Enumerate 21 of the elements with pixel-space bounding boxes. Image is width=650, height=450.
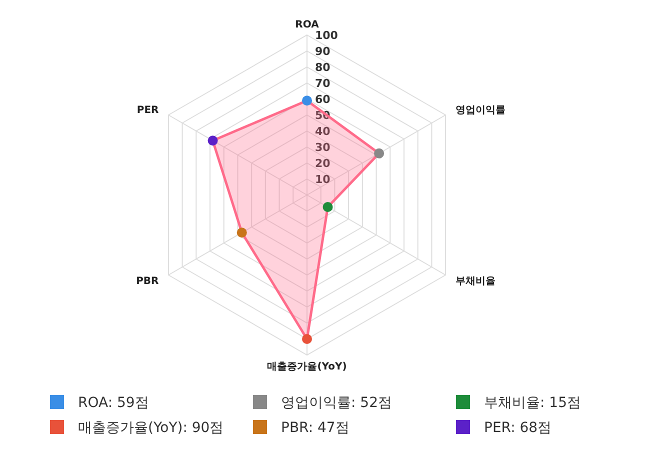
y-tick-label: 60 (315, 92, 331, 106)
y-tick-label: 10 (315, 172, 331, 186)
text: 영업이익률: 52점 (281, 394, 392, 411)
spoke-label: PER (136, 104, 160, 116)
spoke-label: PBR (136, 276, 160, 288)
y-tick-label: 80 (315, 60, 331, 74)
text: PBR: 47점 (281, 420, 350, 436)
spoke-label: ROA (295, 19, 320, 30)
y-tick-label: 30 (315, 140, 331, 154)
spoke-label: 부채비율 (455, 276, 496, 288)
text: ROA: 59점 (78, 394, 149, 411)
text: 매출증가율(YoY): 90점 (78, 420, 224, 436)
text: 부채비율: 15점 (484, 394, 581, 411)
spoke-label: 매출증가율(YoY) (267, 362, 347, 373)
y-tick-label: 100 (315, 28, 338, 42)
y-tick-label: 90 (315, 44, 331, 58)
text: PER: 68점 (484, 420, 552, 436)
y-tick-label: 40 (315, 124, 331, 138)
spoke-label: 영업이익률 (455, 104, 506, 116)
y-tick-label: 70 (315, 76, 331, 90)
y-tick-label: 20 (315, 156, 331, 170)
